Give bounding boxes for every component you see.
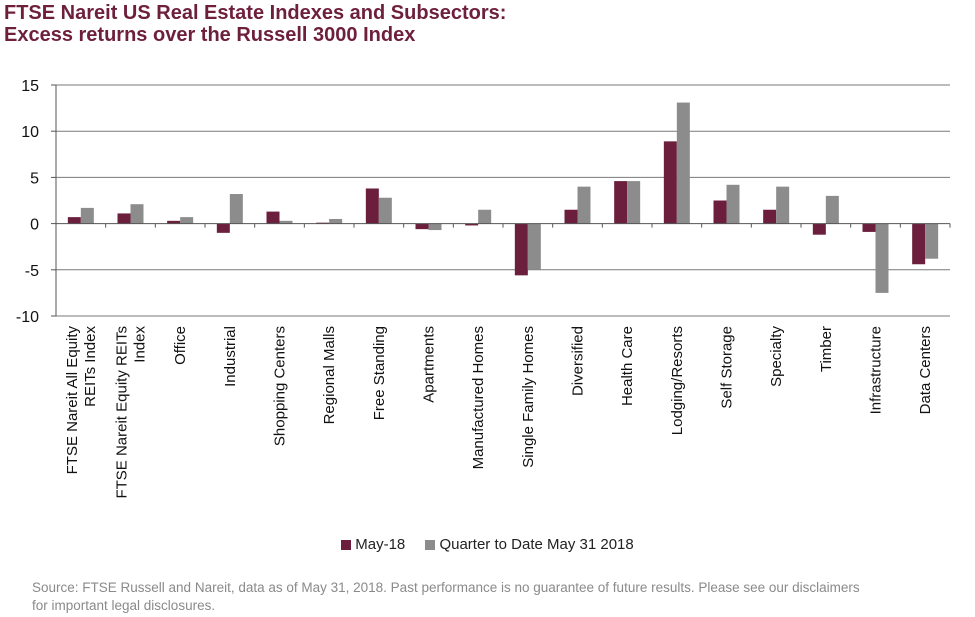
bars bbox=[67, 102, 939, 293]
source-line-1: Source: FTSE Russell and Nareit, data as… bbox=[32, 580, 860, 595]
bar-may-18-3 bbox=[216, 223, 230, 233]
bar-may-18-12 bbox=[663, 141, 677, 224]
x-tick-label-17-line-0: Data Centers bbox=[917, 326, 934, 414]
x-tick-label-15-line-0: Timber bbox=[818, 326, 835, 372]
bar-qtd-2 bbox=[180, 217, 194, 224]
x-tick-label-3-line-0: Industrial bbox=[222, 326, 239, 387]
bar-qtd-0 bbox=[80, 207, 94, 224]
x-tick-label-9-line-0: Single Family Homes bbox=[520, 326, 537, 468]
legend-item-may-18: May-18 bbox=[341, 536, 405, 553]
bar-qtd-11 bbox=[627, 181, 641, 224]
bar-qtd-8 bbox=[478, 209, 492, 224]
bar-qtd-15 bbox=[825, 195, 839, 224]
x-tick-label-16-line-0: Infrastructure bbox=[868, 326, 885, 414]
bar-qtd-9 bbox=[527, 223, 541, 270]
bar-qtd-5 bbox=[329, 218, 343, 224]
bar-may-18-6 bbox=[365, 188, 379, 224]
y-tick-labels: -10 -5 0 5 10 15 bbox=[16, 78, 39, 326]
bar-may-18-9 bbox=[514, 223, 528, 276]
x-tick-label-14-line-0: Specialty bbox=[768, 326, 785, 387]
x-tick-label-5-line-0: Regional Malls bbox=[321, 326, 338, 424]
bar-qtd-3 bbox=[229, 194, 243, 224]
x-tick-label-4-line-0: Shopping Centers bbox=[272, 326, 289, 446]
bar-may-18-17 bbox=[912, 223, 926, 265]
y-tick-label-5: 5 bbox=[30, 170, 39, 187]
y-tick-label--10: -10 bbox=[16, 309, 39, 326]
legend-label-may-18: May-18 bbox=[355, 536, 406, 553]
x-tick-label-1-line-0: FTSE Nareit Equity REITs bbox=[114, 326, 131, 499]
bar-may-18-8 bbox=[465, 223, 479, 226]
bar-qtd-6 bbox=[378, 197, 392, 224]
bar-may-18-13 bbox=[713, 200, 727, 224]
bar-may-18-4 bbox=[266, 211, 280, 224]
bar-may-18-1 bbox=[117, 213, 131, 224]
y-tick-label-15: 15 bbox=[21, 78, 39, 95]
bar-qtd-17 bbox=[925, 223, 939, 259]
bar-may-18-0 bbox=[67, 217, 81, 224]
bar-qtd-7 bbox=[428, 223, 442, 231]
chart-title-line-2: Excess returns over the Russell 3000 Ind… bbox=[4, 24, 416, 46]
bar-qtd-1 bbox=[130, 204, 144, 224]
bar-qtd-4 bbox=[279, 220, 293, 224]
x-tick-label-0-line-1: REITs Index bbox=[82, 326, 99, 407]
bar-may-18-14 bbox=[763, 209, 777, 224]
bar-may-18-15 bbox=[812, 223, 826, 235]
legend-item-quarter-to-date: Quarter to Date May 31 2018 bbox=[425, 536, 634, 553]
legend-swatch-quarter-to-date bbox=[425, 539, 436, 550]
x-tick-label-8-line-0: Manufactured Homes bbox=[470, 326, 487, 469]
bar-may-18-2 bbox=[167, 220, 181, 224]
bar-qtd-16 bbox=[875, 223, 889, 293]
x-tick-label-2-line-0: Office bbox=[172, 326, 189, 365]
x-tick-label-13-line-0: Self Storage bbox=[719, 326, 736, 409]
x-tick-label-0-line-0: FTSE Nareit All Equity bbox=[64, 326, 81, 475]
bar-qtd-12 bbox=[676, 102, 690, 224]
bar-qtd-14 bbox=[776, 186, 790, 224]
bar-may-18-10 bbox=[564, 209, 578, 224]
chart-title-line-1: FTSE Nareit US Real Estate Indexes and S… bbox=[4, 2, 507, 24]
x-tick-label-1-line-1: Index bbox=[132, 326, 149, 363]
chart-title: FTSE Nareit US Real Estate Indexes and S… bbox=[4, 2, 964, 46]
legend: May-18 Quarter to Date May 31 2018 bbox=[0, 536, 975, 554]
bar-may-18-7 bbox=[415, 223, 429, 230]
x-tick-label-11-line-0: Health Care bbox=[619, 326, 636, 406]
source-line-2: for important legal disclosures. bbox=[32, 598, 216, 613]
x-tick-label-7-line-0: Apartments bbox=[421, 326, 438, 403]
x-tick-label-6-line-0: Free Standing bbox=[371, 326, 388, 420]
bar-may-18-16 bbox=[862, 223, 876, 232]
y-tick-label-10: 10 bbox=[21, 124, 39, 141]
grid-lines bbox=[56, 84, 950, 317]
y-tick-label-0: 0 bbox=[30, 217, 39, 234]
legend-swatch-may-18 bbox=[341, 539, 352, 550]
bar-may-18-11 bbox=[614, 181, 628, 224]
x-tick-label-12-line-0: Lodging/Resorts bbox=[669, 326, 686, 435]
source-note: Source: FTSE Russell and Nareit, data as… bbox=[32, 579, 972, 615]
y-tick-label--5: -5 bbox=[25, 263, 39, 280]
bar-qtd-10 bbox=[577, 186, 591, 224]
x-tick-labels: FTSE Nareit All Equity REITs Index FTSE Na… bbox=[64, 326, 934, 499]
bar-qtd-13 bbox=[726, 184, 740, 224]
legend-label-quarter-to-date: Quarter to Date May 31 2018 bbox=[439, 536, 634, 553]
axes bbox=[51, 84, 951, 317]
x-tick-label-10-line-0: Diversified bbox=[570, 326, 587, 396]
